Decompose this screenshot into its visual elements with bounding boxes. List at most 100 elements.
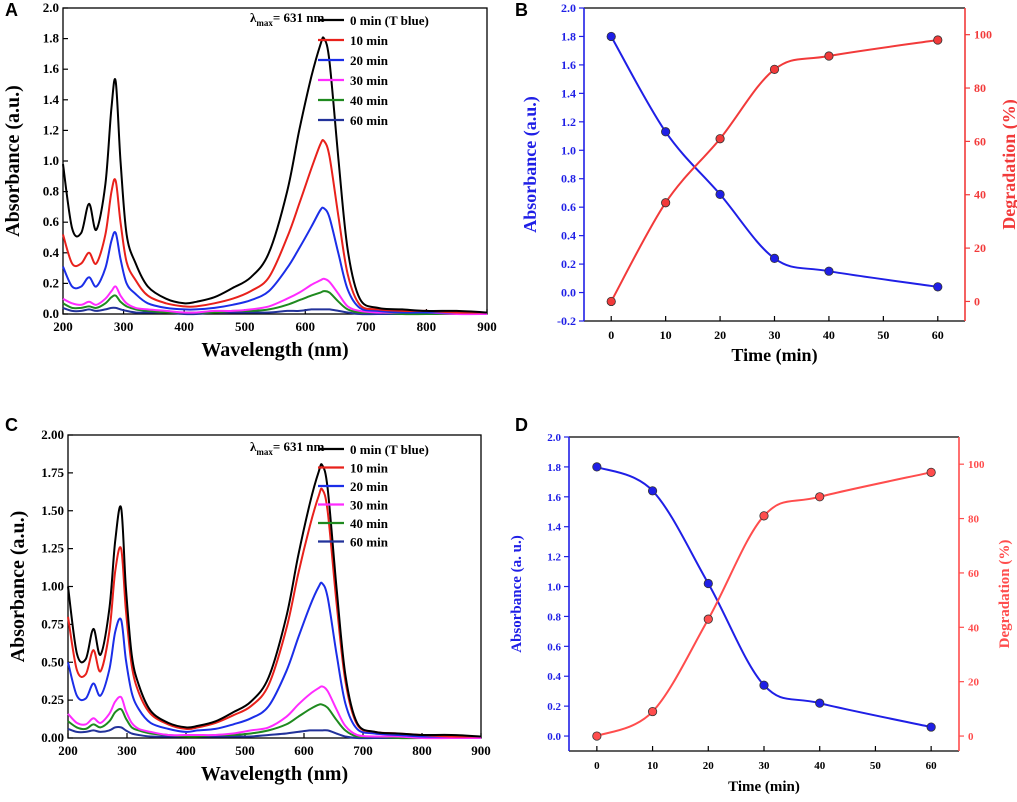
right-y-axis-label: Degradation (%) [997, 540, 1013, 649]
x-tick-label: 200 [53, 319, 73, 334]
left-y-tick-label: 0.6 [561, 200, 576, 214]
panel-b: B 0 10 20 30 40 50 60 -0.2 0.0 0.2 0.4 0.6 0.8 1.0 1.2… [510, 0, 1017, 375]
data-point-degradation [815, 492, 825, 502]
annotation-value: = 631 nm [273, 439, 325, 454]
legend-label-60-min: 60 min [350, 535, 389, 550]
y-tick-label: 0.0 [43, 306, 59, 321]
left-y-tick-label: 0.0 [547, 731, 561, 743]
x-tick-label: 700 [353, 743, 373, 758]
right-y-axis-label: Degradation (%) [999, 99, 1017, 229]
spectrum-chart-c: 200 300 400 500 600 700 800 900 0.00 0.25 0.50 0.75… [7, 427, 491, 785]
data-point-degradation [647, 706, 658, 717]
x-tick-label: 400 [174, 319, 194, 334]
x-tick-label: 20 [714, 328, 726, 342]
data-point-absorbance [606, 31, 616, 42]
annotation-lambda: λ [250, 439, 257, 454]
y-tick-label: 2.00 [41, 427, 64, 442]
x-axis-label: Time (min) [728, 779, 800, 795]
data-point-degradation [759, 511, 769, 521]
left-y-tick-label: 1.4 [547, 522, 561, 534]
data-point-degradation [661, 198, 671, 208]
left-y-tick-label: 0.2 [561, 257, 576, 271]
left-y-tick-label: 0.8 [561, 172, 576, 186]
y-tick-label: 0.75 [41, 616, 64, 631]
y-tick-label: 0.50 [41, 654, 64, 669]
panel-a: A 200 300 400 500 600 700 800 900 0.0 0.2 0.4 0.6 0.… [0, 0, 500, 375]
right-y-tick-label: 100 [968, 459, 985, 471]
right-y-tick-label: 80 [974, 81, 986, 95]
y-tick-label: 0.8 [43, 184, 60, 199]
data-point-degradation [703, 614, 713, 624]
data-point-absorbance [926, 722, 936, 732]
y-tick-label: 2.0 [43, 0, 59, 15]
left-y-tick-label: 1.8 [561, 29, 576, 43]
x-axis-label: Wavelength (nm) [201, 763, 348, 785]
series-line-0-min-t-blue [62, 36, 488, 314]
x-tick-label: 0 [608, 328, 614, 342]
data-point-absorbance [769, 253, 780, 263]
x-tick-label: 50 [870, 760, 882, 772]
right-y-tick-label: 40 [968, 622, 980, 634]
series-line-20-min [62, 206, 488, 314]
annotation-lambda: λ [250, 10, 257, 25]
series-line-10-min [67, 487, 482, 738]
data-point-degradation [824, 51, 834, 61]
series-line-0-min-t-blue [67, 463, 482, 738]
y-tick-label: 0.2 [43, 275, 59, 290]
left-y-tick-label: 1.6 [547, 492, 561, 504]
right-y-tick-label: 0 [974, 294, 980, 308]
left-y-tick-label: -0.2 [557, 314, 576, 328]
x-tick-label: 800 [417, 319, 437, 334]
data-point-absorbance [759, 680, 769, 690]
x-tick-label: 20 [703, 760, 715, 772]
spectrum-chart-a: 200 300 400 500 600 700 800 900 0.0 0.2 0.4 0.6 0.8 1… [2, 0, 497, 361]
legend-label-60-min: 60 min [350, 113, 389, 128]
y-axis-label: Absorbance (a.u.) [2, 85, 24, 237]
x-tick-label: 10 [660, 328, 672, 342]
y-tick-label: 1.00 [41, 579, 64, 594]
series-line-20-min [67, 581, 481, 738]
y-tick-label: 1.0 [43, 153, 59, 168]
x-tick-label: 800 [412, 743, 432, 758]
x-tick-label: 60 [932, 328, 944, 342]
series-line-30-min [67, 685, 481, 740]
series-line-60-min [62, 306, 487, 316]
x-tick-label: 60 [926, 760, 938, 772]
left-y-tick-label: 1.0 [547, 582, 561, 594]
left-y-axis-label: Absorbance (a.u.) [520, 96, 541, 233]
kinetics-chart-d: 0 10 20 30 40 50 60 0.0 0.2 0.4 0.6 0.8 1.0 1.2 1.4 1.6… [509, 432, 1013, 795]
y-tick-label: 1.50 [41, 503, 64, 518]
y-tick-label: 0.00 [41, 730, 64, 745]
y-axis-label: Absorbance (a.u.) [7, 511, 29, 663]
series-line-absorbance [610, 36, 938, 288]
left-y-tick-label: 0.4 [561, 229, 576, 243]
data-point-degradation [592, 731, 602, 741]
data-point-degradation [933, 35, 943, 45]
left-y-tick-label: 1.6 [561, 58, 576, 72]
x-tick-label: 10 [647, 760, 659, 772]
left-y-tick-label: 0.2 [547, 701, 561, 713]
series-line-10-min [62, 138, 488, 314]
annotation-subscript: max [256, 447, 273, 457]
panel-letter-c: C [5, 415, 18, 435]
legend-label-10-min: 10 min [350, 461, 389, 476]
panel-letter-d: D [515, 415, 528, 435]
series-line-30-min [62, 277, 488, 316]
x-tick-label: 600 [296, 319, 316, 334]
legend-label-10-min: 10 min [350, 33, 389, 48]
x-tick-label: 50 [877, 328, 889, 342]
x-tick-label: 300 [117, 743, 137, 758]
left-y-tick-label: 2.0 [547, 432, 561, 444]
right-y-tick-label: 20 [968, 677, 980, 689]
data-point-degradation [715, 134, 725, 144]
data-point-degradation [606, 296, 616, 307]
legend-label-40-min: 40 min [350, 516, 389, 531]
left-y-tick-label: 1.4 [561, 86, 576, 100]
x-tick-label: 200 [58, 743, 78, 758]
x-tick-label: 400 [176, 743, 196, 758]
data-point-absorbance [661, 127, 671, 137]
legend-label-0-min-t-blue: 0 min (T blue) [350, 13, 429, 28]
annotation-value: = 631 nm [273, 10, 325, 25]
x-tick-label: 700 [356, 319, 376, 334]
data-point-absorbance [715, 189, 725, 199]
